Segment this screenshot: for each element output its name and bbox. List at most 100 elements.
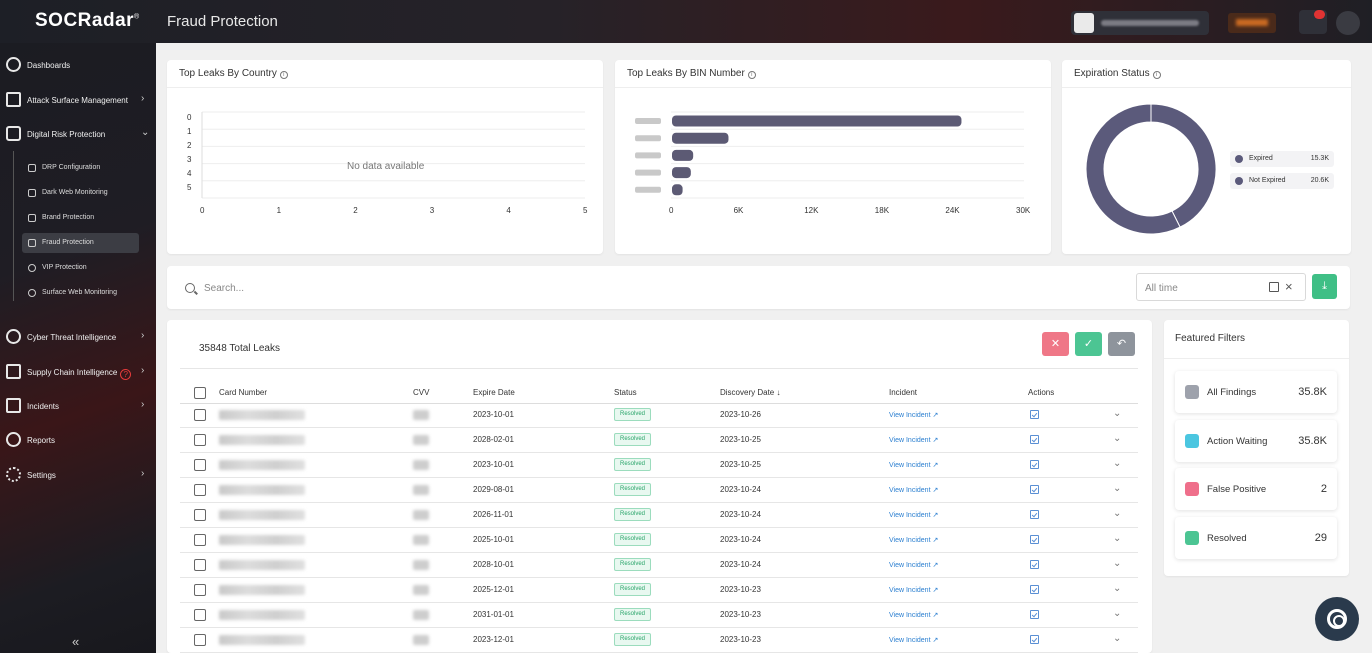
chevron-down-icon[interactable]: ⌄: [1113, 483, 1122, 494]
legend-value: 15.3K: [1310, 155, 1329, 162]
chevron-down-icon[interactable]: ⌄: [1113, 583, 1122, 594]
row-checkbox[interactable]: [194, 584, 206, 596]
legend-expired[interactable]: Expired 15.3K: [1230, 151, 1334, 167]
featured-filter-false-positive[interactable]: False Positive 2: [1175, 468, 1337, 510]
info-icon[interactable]: i: [747, 71, 756, 79]
edit-check-icon[interactable]: [1030, 535, 1039, 544]
view-incident-link[interactable]: View Incident ↗: [889, 512, 939, 519]
chevron-down-icon[interactable]: ⌄: [1113, 408, 1122, 419]
view-incident-link[interactable]: View Incident ↗: [889, 462, 939, 469]
clear-icon[interactable]: ×: [1285, 279, 1293, 294]
column-header[interactable]: CVV: [413, 388, 430, 397]
view-incident-link[interactable]: View Incident ↗: [889, 612, 939, 619]
edit-check-icon[interactable]: [1030, 510, 1039, 519]
row-checkbox[interactable]: [194, 409, 206, 421]
featured-filter-resolved[interactable]: Resolved 29: [1175, 516, 1337, 559]
view-incident-link[interactable]: View Incident ↗: [889, 637, 939, 644]
nav-digital-risk-protection[interactable]: Digital Risk Protection ⌄: [0, 122, 156, 146]
edit-check-icon[interactable]: [1030, 635, 1039, 644]
edit-check-icon[interactable]: [1030, 460, 1039, 469]
discovery-date: 2023-10-24: [720, 560, 761, 569]
row-checkbox[interactable]: [194, 434, 206, 446]
x-tick-label: 24K: [945, 206, 960, 215]
edit-check-icon[interactable]: [1030, 610, 1039, 619]
user-menu-button[interactable]: [1336, 11, 1360, 35]
view-incident-link[interactable]: View Incident ↗: [889, 412, 939, 419]
filter-swatch: [1185, 433, 1199, 448]
column-header[interactable]: Status: [614, 388, 637, 397]
company-selector[interactable]: [1071, 11, 1209, 35]
edit-check-icon[interactable]: [1030, 560, 1039, 569]
download-button[interactable]: ⤓: [1312, 274, 1337, 299]
view-incident-link[interactable]: View Incident ↗: [889, 562, 939, 569]
nav-drp-configuration[interactable]: DRP Configuration: [22, 158, 139, 178]
expire-date: 2028-10-01: [473, 560, 514, 569]
nav-incidents[interactable]: Incidents ›: [0, 394, 156, 418]
select-all-checkbox[interactable]: [194, 387, 206, 399]
row-checkbox[interactable]: [194, 559, 206, 571]
view-incident-link[interactable]: View Incident ↗: [889, 487, 939, 494]
edit-check-icon[interactable]: [1030, 435, 1039, 444]
help-icon[interactable]: ?: [120, 369, 132, 380]
view-incident-link[interactable]: View Incident ↗: [889, 537, 939, 544]
help-support-button[interactable]: [1315, 597, 1359, 641]
resolve-button[interactable]: ✓: [1075, 332, 1102, 356]
filter-count: 35.8K: [1298, 386, 1327, 398]
nav-cyber-threat-intelligence[interactable]: Cyber Threat Intelligence ›: [0, 325, 156, 349]
nav-attack-surface[interactable]: Attack Surface Management ›: [0, 88, 156, 112]
row-checkbox[interactable]: [194, 634, 206, 646]
column-header[interactable]: Card Number: [219, 388, 268, 397]
nav-dashboards[interactable]: Dashboards: [0, 53, 156, 77]
discovery-date: 2023-10-23: [720, 610, 761, 619]
view-incident-link[interactable]: View Incident ↗: [889, 437, 939, 444]
nav-vip-protection[interactable]: VIP Protection: [22, 258, 139, 278]
collapse-sidebar-icon[interactable]: «: [72, 634, 80, 649]
nav-fraud-protection[interactable]: Fraud Protection: [22, 233, 139, 253]
column-header[interactable]: Expire Date: [473, 388, 515, 397]
top-bar: SOCRadar® Fraud Protection: [0, 0, 1372, 43]
row-checkbox[interactable]: [194, 484, 206, 496]
chevron-down-icon[interactable]: ⌄: [1113, 633, 1122, 644]
legend-not-expired[interactable]: Not Expired 20.6K: [1230, 173, 1334, 189]
column-header[interactable]: Actions: [1028, 388, 1055, 397]
chevron-down-icon[interactable]: ⌄: [1113, 608, 1122, 619]
mark-false-positive-button[interactable]: ✕: [1042, 332, 1069, 356]
expire-date: 2028-02-01: [473, 435, 514, 444]
chevron-down-icon[interactable]: ⌄: [1113, 433, 1122, 444]
info-icon[interactable]: i: [1152, 71, 1161, 79]
undo-button[interactable]: ↶: [1108, 332, 1135, 356]
chevron-down-icon[interactable]: ⌄: [1113, 508, 1122, 519]
edit-check-icon[interactable]: [1030, 485, 1039, 494]
edit-check-icon[interactable]: [1030, 585, 1039, 594]
row-checkbox[interactable]: [194, 534, 206, 546]
chevron-down-icon[interactable]: ⌄: [1113, 533, 1122, 544]
time-filter-value: All time: [1145, 283, 1178, 294]
y-tick-label: 5: [187, 183, 192, 192]
nav-label: DRP Configuration: [42, 164, 101, 171]
time-filter[interactable]: All time ×: [1136, 273, 1306, 301]
nav-brand-protection[interactable]: Brand Protection: [22, 208, 139, 228]
search-input[interactable]: [204, 279, 604, 297]
notifications-button[interactable]: [1299, 10, 1327, 34]
nav-reports[interactable]: Reports: [0, 428, 156, 452]
info-icon[interactable]: i: [279, 71, 288, 79]
nav-settings[interactable]: Settings ›: [0, 463, 156, 487]
nav-dark-web-monitoring[interactable]: Dark Web Monitoring: [22, 183, 139, 203]
featured-filter-action-waiting[interactable]: Action Waiting 35.8K: [1175, 419, 1337, 462]
row-checkbox[interactable]: [194, 609, 206, 621]
plan-badge[interactable]: [1228, 13, 1276, 33]
view-incident-link[interactable]: View Incident ↗: [889, 587, 939, 594]
socradar-logo[interactable]: SOCRadar®: [35, 10, 140, 31]
nav-supply-chain-intelligence[interactable]: Supply Chain Intelligence? ›: [0, 360, 156, 384]
column-header[interactable]: Incident: [889, 388, 918, 397]
column-header-sorted[interactable]: Discovery Date ↓: [720, 388, 781, 397]
row-checkbox[interactable]: [194, 459, 206, 471]
featured-filter-all-findings[interactable]: All Findings 35.8K: [1175, 371, 1337, 413]
edit-check-icon[interactable]: [1030, 410, 1039, 419]
chevron-down-icon[interactable]: ⌄: [1113, 458, 1122, 469]
calendar-icon[interactable]: [1269, 282, 1279, 292]
row-checkbox[interactable]: [194, 509, 206, 521]
nav-surface-web-monitoring[interactable]: Surface Web Monitoring: [22, 283, 139, 303]
row-divider: [180, 527, 1138, 528]
chevron-down-icon[interactable]: ⌄: [1113, 558, 1122, 569]
